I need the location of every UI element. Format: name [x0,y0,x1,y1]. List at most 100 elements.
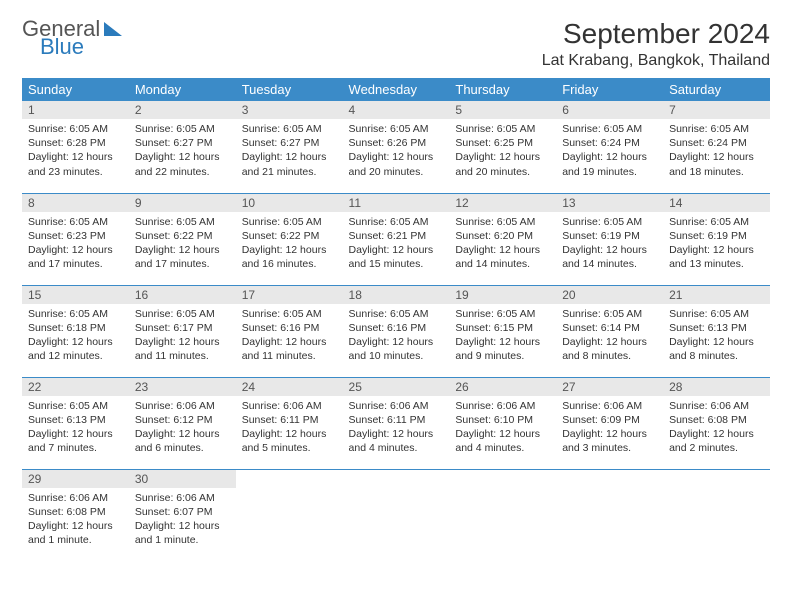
day-detail: Sunrise: 6:06 AMSunset: 6:10 PMDaylight:… [449,396,556,462]
day-detail-line: Sunset: 6:24 PM [562,136,657,150]
day-detail-line: Daylight: 12 hours [669,243,764,257]
day-detail-line: Sunrise: 6:05 AM [135,122,230,136]
day-detail-line: Sunset: 6:12 PM [135,413,230,427]
weekday-header: Tuesday [236,78,343,101]
day-detail-line: and 13 minutes. [669,257,764,271]
calendar-day-cell: .. [556,469,663,561]
day-detail-line: Sunset: 6:25 PM [455,136,550,150]
title-block: September 2024 Lat Krabang, Bangkok, Tha… [542,18,770,70]
day-detail: Sunrise: 6:05 AMSunset: 6:17 PMDaylight:… [129,304,236,370]
day-detail-line: and 1 minute. [135,533,230,547]
day-detail: Sunrise: 6:05 AMSunset: 6:27 PMDaylight:… [236,119,343,185]
calendar-day-cell: 23Sunrise: 6:06 AMSunset: 6:12 PMDayligh… [129,377,236,469]
day-detail: Sunrise: 6:05 AMSunset: 6:24 PMDaylight:… [663,119,770,185]
day-number: 11 [343,194,450,212]
calendar-week-row: 29Sunrise: 6:06 AMSunset: 6:08 PMDayligh… [22,469,770,561]
day-detail: Sunrise: 6:05 AMSunset: 6:15 PMDaylight:… [449,304,556,370]
day-detail-line: Sunrise: 6:06 AM [242,399,337,413]
day-detail-line: Daylight: 12 hours [562,427,657,441]
day-detail-line: Sunset: 6:13 PM [28,413,123,427]
day-detail-line: and 5 minutes. [242,441,337,455]
day-detail-line: Sunset: 6:16 PM [349,321,444,335]
day-detail-line: and 17 minutes. [135,257,230,271]
calendar-day-cell: 28Sunrise: 6:06 AMSunset: 6:08 PMDayligh… [663,377,770,469]
day-detail: Sunrise: 6:05 AMSunset: 6:22 PMDaylight:… [129,212,236,278]
day-detail-line: Sunrise: 6:05 AM [349,307,444,321]
day-detail: Sunrise: 6:06 AMSunset: 6:08 PMDaylight:… [22,488,129,554]
logo: General Blue [22,18,122,58]
day-number: 15 [22,286,129,304]
calendar-day-cell: 19Sunrise: 6:05 AMSunset: 6:15 PMDayligh… [449,285,556,377]
day-detail-line: Sunrise: 6:05 AM [135,307,230,321]
day-number: 13 [556,194,663,212]
day-detail-line: Daylight: 12 hours [242,335,337,349]
calendar-day-cell: 10Sunrise: 6:05 AMSunset: 6:22 PMDayligh… [236,193,343,285]
day-detail-line: Sunset: 6:21 PM [349,229,444,243]
day-detail-line: Sunset: 6:09 PM [562,413,657,427]
weekday-header: Sunday [22,78,129,101]
day-number: 27 [556,378,663,396]
calendar-day-cell: 18Sunrise: 6:05 AMSunset: 6:16 PMDayligh… [343,285,450,377]
day-detail-line: Sunrise: 6:06 AM [669,399,764,413]
day-detail-line: Sunset: 6:14 PM [562,321,657,335]
calendar-day-cell: 30Sunrise: 6:06 AMSunset: 6:07 PMDayligh… [129,469,236,561]
day-detail-line: Sunset: 6:19 PM [669,229,764,243]
day-detail-line: Sunset: 6:11 PM [349,413,444,427]
day-detail-line: Daylight: 12 hours [669,427,764,441]
day-detail-line: and 4 minutes. [455,441,550,455]
day-detail-line: Sunrise: 6:05 AM [669,122,764,136]
day-detail-line: Daylight: 12 hours [349,335,444,349]
day-detail: Sunrise: 6:05 AMSunset: 6:16 PMDaylight:… [343,304,450,370]
calendar-week-row: 22Sunrise: 6:05 AMSunset: 6:13 PMDayligh… [22,377,770,469]
day-number: 17 [236,286,343,304]
calendar-day-cell: 20Sunrise: 6:05 AMSunset: 6:14 PMDayligh… [556,285,663,377]
day-number: 19 [449,286,556,304]
day-detail-line: Daylight: 12 hours [135,150,230,164]
day-detail-line: Sunrise: 6:05 AM [455,307,550,321]
day-detail-line: Sunrise: 6:05 AM [28,122,123,136]
day-detail-line: Sunrise: 6:06 AM [455,399,550,413]
day-detail-line: Sunset: 6:26 PM [349,136,444,150]
calendar-week-row: 1Sunrise: 6:05 AMSunset: 6:28 PMDaylight… [22,101,770,193]
day-detail-line: and 18 minutes. [669,165,764,179]
day-number: 10 [236,194,343,212]
day-number: 30 [129,470,236,488]
day-number: 3 [236,101,343,119]
day-detail-line: Sunset: 6:17 PM [135,321,230,335]
day-detail: Sunrise: 6:06 AMSunset: 6:11 PMDaylight:… [343,396,450,462]
day-number: 20 [556,286,663,304]
calendar-day-cell: 3Sunrise: 6:05 AMSunset: 6:27 PMDaylight… [236,101,343,193]
calendar-day-cell: .. [343,469,450,561]
day-detail: Sunrise: 6:05 AMSunset: 6:13 PMDaylight:… [22,396,129,462]
day-detail-line: Daylight: 12 hours [135,519,230,533]
day-detail-line: and 14 minutes. [455,257,550,271]
calendar-day-cell: 24Sunrise: 6:06 AMSunset: 6:11 PMDayligh… [236,377,343,469]
day-number: 6 [556,101,663,119]
calendar-day-cell: 16Sunrise: 6:05 AMSunset: 6:17 PMDayligh… [129,285,236,377]
logo-word2: Blue [40,36,122,58]
day-detail-line: and 8 minutes. [562,349,657,363]
day-detail-line: Sunrise: 6:05 AM [28,399,123,413]
day-detail-line: and 7 minutes. [28,441,123,455]
day-detail-line: Sunrise: 6:05 AM [562,307,657,321]
day-detail-line: Daylight: 12 hours [562,243,657,257]
calendar-day-cell: 13Sunrise: 6:05 AMSunset: 6:19 PMDayligh… [556,193,663,285]
day-number: 12 [449,194,556,212]
day-detail-line: Daylight: 12 hours [28,243,123,257]
day-number: 25 [343,378,450,396]
day-detail-line: Sunset: 6:19 PM [562,229,657,243]
day-detail-line: Daylight: 12 hours [28,427,123,441]
day-detail-line: and 20 minutes. [349,165,444,179]
day-detail-line: Sunset: 6:28 PM [28,136,123,150]
day-number: 2 [129,101,236,119]
day-detail-line: Sunrise: 6:05 AM [349,122,444,136]
day-detail-line: Sunset: 6:27 PM [135,136,230,150]
day-detail-line: Sunrise: 6:05 AM [28,307,123,321]
day-detail-line: Sunrise: 6:05 AM [455,122,550,136]
day-detail-line: Daylight: 12 hours [349,150,444,164]
day-number: 24 [236,378,343,396]
day-detail-line: Sunset: 6:10 PM [455,413,550,427]
day-detail-line: Sunset: 6:15 PM [455,321,550,335]
day-detail-line: Sunrise: 6:05 AM [28,215,123,229]
month-title: September 2024 [542,18,770,50]
